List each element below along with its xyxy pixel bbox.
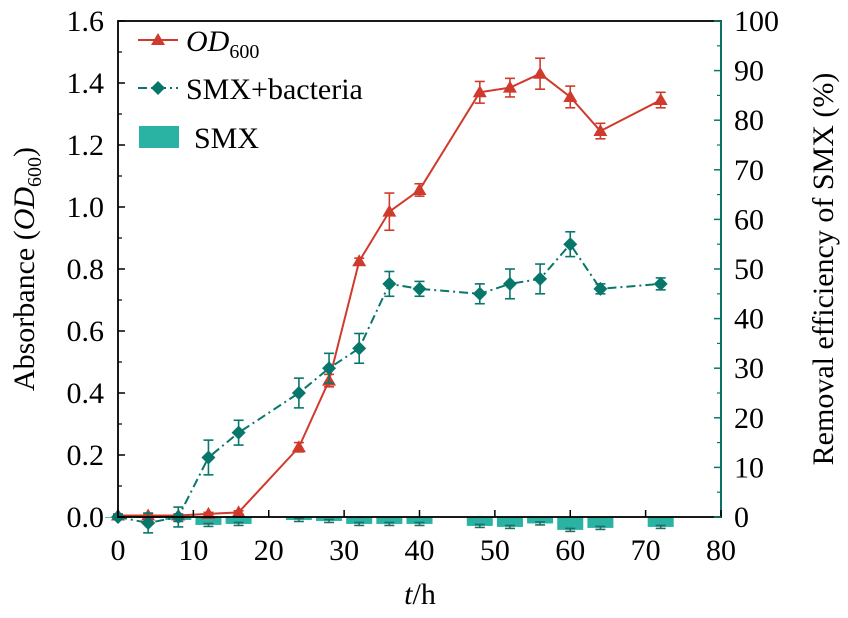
od600-point	[653, 93, 668, 106]
y-left-axis-label: Absorbance (OD600)	[8, 147, 46, 391]
diamond-marker-icon	[151, 81, 165, 95]
legend-label-smx-bacteria: SMX+bacteria	[186, 73, 363, 106]
y-right-tick-label: 70	[734, 154, 764, 187]
smx-bacteria-point	[593, 281, 608, 296]
x-tick-label: 60	[555, 534, 585, 567]
triangle-marker-icon	[151, 33, 165, 45]
smx-bacteria-point	[291, 386, 306, 400]
smx-bacteria-point	[352, 341, 367, 356]
x-tick-label: 20	[254, 534, 284, 567]
smx-bacteria-series	[111, 231, 668, 534]
smx-bar	[647, 517, 674, 527]
smx-bacteria-point	[382, 276, 397, 291]
od600-point	[533, 66, 548, 79]
y-right-tick-label: 100	[734, 5, 779, 38]
smx-bacteria-point	[322, 361, 337, 376]
smx-bacteria-point	[141, 515, 156, 530]
y-left-tick-label: 1.4	[67, 67, 105, 100]
x-tick-label: 0	[111, 534, 126, 567]
y-left-axis-ticks: 0.0 0.2 0.4 0.6 0.8 1.0 1.2 1.4 1.6	[67, 5, 125, 534]
smx-bacteria-point	[412, 281, 427, 296]
bar-swatch-icon	[139, 126, 179, 148]
y-right-tick-label: 90	[734, 55, 764, 88]
smx-bar	[346, 517, 373, 524]
smx-bacteria-point	[502, 276, 517, 291]
x-tick-label: 40	[405, 534, 435, 567]
y-right-axis-label: Removal efficiency of SMX (%)	[807, 73, 840, 466]
y-left-tick-label: 1.6	[67, 5, 105, 38]
y-left-tick-label: 1.2	[67, 129, 105, 162]
y-left-tick-label: 0.0	[67, 501, 105, 534]
legend: OD600 SMX+bacteria SMX	[138, 25, 363, 155]
od600-point	[231, 505, 246, 518]
smx-bacteria-point	[231, 425, 246, 440]
smx-bar	[466, 517, 493, 526]
y-right-tick-label: 40	[734, 303, 764, 336]
smx-bars	[105, 516, 674, 533]
legend-item-od600: OD600	[138, 25, 259, 63]
smx-bacteria-line	[117, 242, 661, 524]
od600-point	[472, 85, 487, 98]
smx-bar	[496, 517, 523, 527]
legend-label-smx: SMX	[194, 122, 259, 155]
od600-point	[502, 80, 517, 93]
od600-point	[563, 89, 578, 102]
x-axis-ticks: 0 10 20 30 40 50 60 70 80	[111, 510, 736, 567]
smx-bar	[376, 517, 403, 524]
x-tick-label: 70	[631, 534, 661, 567]
x-tick-label: 80	[706, 534, 736, 567]
y-left-tick-label: 0.6	[67, 315, 105, 348]
y-right-tick-label: 10	[734, 451, 764, 484]
smx-bar	[527, 517, 554, 524]
y-left-tick-label: 1.0	[67, 191, 105, 224]
smx-bacteria-point	[653, 276, 668, 291]
x-tick-label: 10	[178, 534, 208, 567]
y-left-tick-label: 0.2	[67, 439, 105, 472]
od600-point	[291, 440, 306, 453]
od600-point	[382, 204, 397, 217]
y-right-tick-label: 80	[734, 104, 764, 137]
x-tick-label: 30	[329, 534, 359, 567]
legend-item-smx: SMX	[139, 122, 259, 155]
y-right-axis-ticks: 0 10 20 30 40 50 60 70 80 90 100	[714, 5, 779, 534]
smx-bacteria-point	[563, 237, 578, 252]
y-right-tick-label: 0	[734, 501, 749, 534]
legend-item-smx-bacteria: SMX+bacteria	[138, 73, 363, 106]
smx-bar	[195, 517, 222, 525]
y-right-tick-label: 60	[734, 203, 764, 236]
smx-bar	[587, 517, 614, 528]
smx-bar	[406, 517, 433, 524]
od600-point	[412, 182, 427, 195]
y-right-tick-label: 50	[734, 253, 764, 286]
od600-point	[593, 124, 608, 137]
y-left-tick-label: 0.8	[67, 253, 105, 286]
smx-bacteria-point	[533, 271, 548, 286]
od600-point	[352, 254, 367, 267]
y-right-tick-label: 30	[734, 352, 764, 385]
x-axis-label: t/h	[404, 578, 436, 611]
smx-bacteria-point	[472, 286, 487, 301]
x-tick-label: 50	[480, 534, 510, 567]
y-right-tick-label: 20	[734, 402, 764, 435]
smx-bar	[225, 517, 252, 524]
y-left-tick-label: 0.4	[67, 377, 105, 410]
smx-bar	[557, 517, 584, 530]
smx-bacteria-point	[201, 450, 216, 465]
od600-point	[201, 506, 216, 519]
legend-label-od600: OD600	[186, 25, 259, 63]
